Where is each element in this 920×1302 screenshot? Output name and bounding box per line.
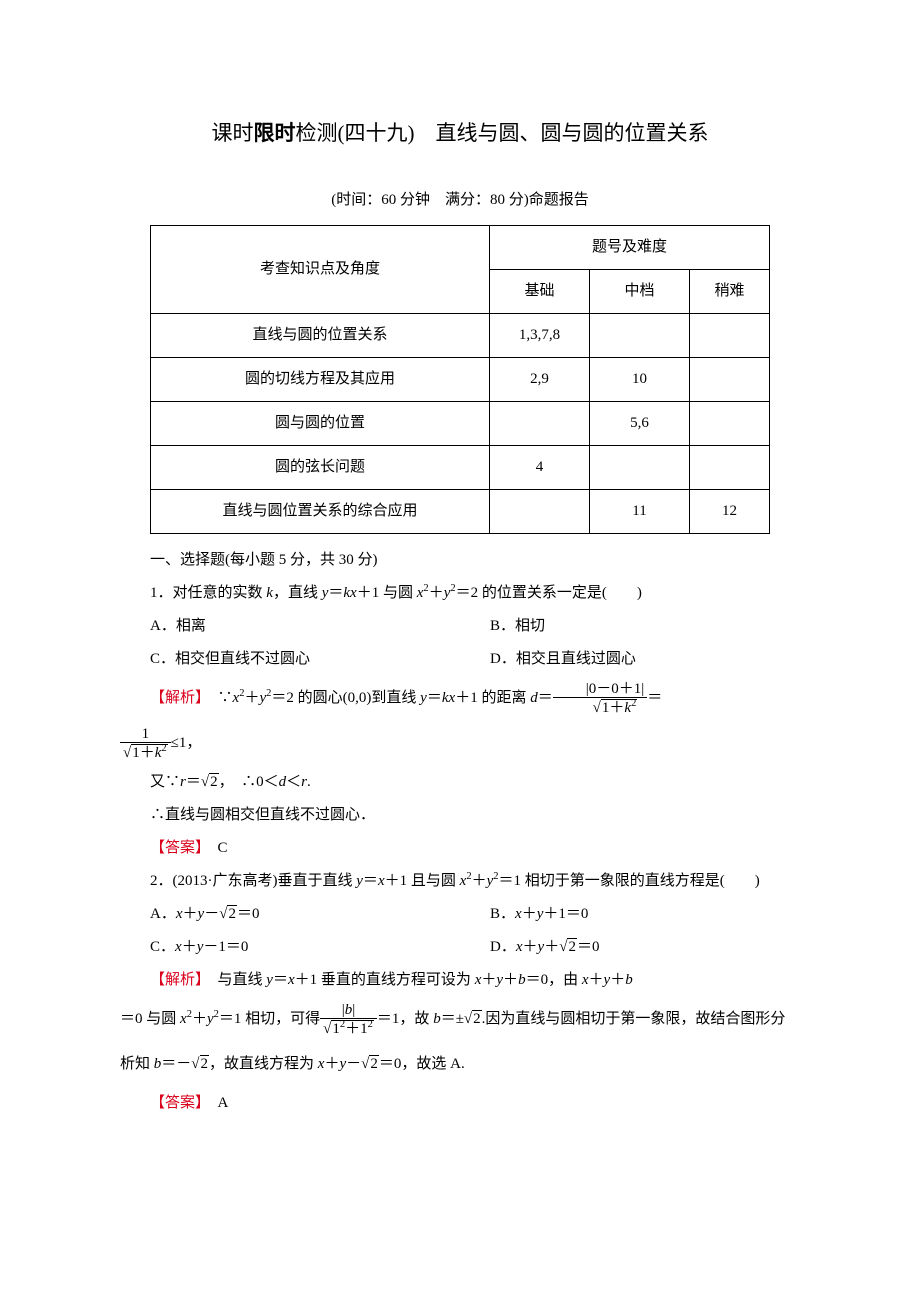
q1-analysis-line3: 又∵r＝√2， ∴0＜d＜r. bbox=[120, 766, 800, 799]
row-topic: 圆与圆的位置 bbox=[151, 402, 490, 446]
q1-a-l2-post: ≤1， bbox=[171, 735, 202, 751]
table-row: 圆与圆的位置 5,6 bbox=[151, 402, 770, 446]
row-topic: 直线与圆的位置关系 bbox=[151, 314, 490, 358]
row-hard: 12 bbox=[690, 490, 770, 534]
q2-a-t3: ，由 bbox=[548, 972, 582, 988]
section-heading: 一、选择题(每小题 5 分，共 30 分) bbox=[120, 544, 800, 577]
fraction: |b|√12＋12 bbox=[320, 1002, 377, 1038]
q2-options-row2: C．x＋y－1＝0 D．x＋y＋√2＝0 bbox=[120, 931, 800, 964]
row-hard bbox=[690, 446, 770, 490]
title-prefix: 课时 bbox=[212, 121, 254, 145]
row-hard bbox=[690, 402, 770, 446]
row-hard bbox=[690, 314, 770, 358]
col-mid: 中档 bbox=[590, 270, 690, 314]
q1-optD: D．相交且直线过圆心 bbox=[460, 643, 800, 676]
table-row: 圆的切线方程及其应用 2,9 10 bbox=[151, 358, 770, 402]
q2-optD-pre: D． bbox=[490, 939, 516, 955]
col-basic: 基础 bbox=[490, 270, 590, 314]
q1-stem-post: 的位置关系一定是( ) bbox=[478, 585, 642, 601]
answer-label: 【答案】 bbox=[150, 840, 203, 856]
q1-a-l3-pre: 又∵ bbox=[150, 774, 180, 790]
q2-a-l2a: 与圆 bbox=[143, 1011, 181, 1027]
q2-answer: 【答案】 A bbox=[120, 1087, 800, 1120]
analysis-label: 【解析】 bbox=[150, 690, 203, 706]
q2-a-t1: 与直线 bbox=[218, 972, 267, 988]
row-topic: 圆的切线方程及其应用 bbox=[151, 358, 490, 402]
fraction: |0－0＋1|√1＋k2 bbox=[553, 681, 648, 717]
row-topic: 圆的弦长问题 bbox=[151, 446, 490, 490]
fraction: 1√1＋k2 bbox=[120, 726, 171, 762]
q1-a-t2: 的圆心(0,0)到直线 bbox=[294, 690, 420, 706]
q2-optA-pre: A． bbox=[150, 906, 176, 922]
q2-stem-mid: 且与圆 bbox=[407, 873, 460, 889]
q2-a-l2f: ，故选 A. bbox=[401, 1056, 464, 1072]
q2-a-t2: 垂直的直线方程可设为 bbox=[317, 972, 475, 988]
row-basic: 2,9 bbox=[490, 358, 590, 402]
q2-a-l2c: ＝1，故 bbox=[377, 1011, 433, 1027]
page-title: 课时限时检测(四十九) 直线与圆、圆与圆的位置关系 bbox=[120, 110, 800, 156]
row-topic: 直线与圆位置关系的综合应用 bbox=[151, 490, 490, 534]
header-difficulty: 题号及难度 bbox=[490, 226, 770, 270]
q1-optC: C．相交但直线不过圆心 bbox=[120, 643, 460, 676]
q1-stem: 1．对任意的实数 k，直线 y＝kx＋1 与圆 x2＋y2＝2 的位置关系一定是… bbox=[120, 577, 800, 610]
q1-options-row1: A．相离 B．相切 bbox=[120, 610, 800, 643]
q1-optB: B．相切 bbox=[460, 610, 800, 643]
row-mid bbox=[590, 314, 690, 358]
q1-analysis-line4: ∴直线与圆相交但直线不过圆心． bbox=[120, 799, 800, 832]
q1-stem-mid2: 与圆 bbox=[379, 585, 417, 601]
col-hard: 稍难 bbox=[690, 270, 770, 314]
title-bold: 限时 bbox=[254, 121, 296, 145]
q2-optA: A．x＋y－√2＝0 bbox=[120, 898, 460, 931]
row-basic bbox=[490, 402, 590, 446]
q1-options-row2: C．相交但直线不过圆心 D．相交且直线过圆心 bbox=[120, 643, 800, 676]
q2-a-l2b: 相切，可得 bbox=[241, 1011, 320, 1027]
q2-optD: D．x＋y＋√2＝0 bbox=[460, 931, 800, 964]
row-mid: 11 bbox=[590, 490, 690, 534]
table-header-row: 考查知识点及角度 题号及难度 bbox=[151, 226, 770, 270]
q2-stem-post: 相切于第一象限的直线方程是( ) bbox=[521, 873, 760, 889]
q1-a-t1: ∵ bbox=[218, 690, 233, 706]
q1-stem-pre: 1．对任意的实数 bbox=[150, 585, 266, 601]
table-row: 圆的弦长问题 4 bbox=[151, 446, 770, 490]
q2-optB-pre: B． bbox=[490, 906, 515, 922]
q1-a-t3: 的距离 bbox=[478, 690, 531, 706]
row-hard bbox=[690, 358, 770, 402]
q1-a-l3-end: ＜ bbox=[286, 774, 301, 790]
topic-table: 考查知识点及角度 题号及难度 基础 中档 稍难 直线与圆的位置关系 1,3,7,… bbox=[150, 225, 770, 534]
q1-optA: A．相离 bbox=[120, 610, 460, 643]
q2-stem: 2．(2013·广东高考)垂直于直线 y＝x＋1 且与圆 x2＋y2＝1 相切于… bbox=[120, 865, 800, 898]
q2-analysis-line2: ＝0 与圆 x2＋y2＝1 相切，可得|b|√12＋12＝1，故 b＝±√2.因… bbox=[120, 997, 800, 1087]
row-mid: 5,6 bbox=[590, 402, 690, 446]
title-rest: 检测(四十九) 直线与圆、圆与圆的位置关系 bbox=[296, 121, 709, 145]
table-row: 直线与圆的位置关系 1,3,7,8 bbox=[151, 314, 770, 358]
row-mid bbox=[590, 446, 690, 490]
subtitle: (时间：60 分钟 满分：80 分)命题报告 bbox=[120, 184, 800, 217]
q2-a-l2e: ，故直线方程为 bbox=[209, 1056, 318, 1072]
q2-optB: B．x＋y＋1＝0 bbox=[460, 898, 800, 931]
q2-answer-val: A bbox=[218, 1095, 229, 1111]
q2-options-row1: A．x＋y－√2＝0 B．x＋y＋1＝0 bbox=[120, 898, 800, 931]
row-basic bbox=[490, 490, 590, 534]
q2-optC-pre: C． bbox=[150, 939, 175, 955]
q1-answer-val: C bbox=[218, 840, 228, 856]
q1-stem-mid1: ，直线 bbox=[273, 585, 322, 601]
row-mid: 10 bbox=[590, 358, 690, 402]
table-row: 直线与圆位置关系的综合应用 11 12 bbox=[151, 490, 770, 534]
q1-a-l3-post: ， ∴0＜ bbox=[219, 774, 279, 790]
answer-label: 【答案】 bbox=[150, 1095, 203, 1111]
q1-analysis-line2: 1√1＋k2≤1， bbox=[120, 721, 800, 766]
header-topic: 考查知识点及角度 bbox=[151, 226, 490, 314]
row-basic: 4 bbox=[490, 446, 590, 490]
row-basic: 1,3,7,8 bbox=[490, 314, 590, 358]
q1-answer: 【答案】 C bbox=[120, 832, 800, 865]
analysis-label: 【解析】 bbox=[150, 972, 203, 988]
q2-stem-pre: 2．(2013·广东高考)垂直于直线 bbox=[150, 873, 356, 889]
q2-optC: C．x＋y－1＝0 bbox=[120, 931, 460, 964]
q2-analysis-line1: 【解析】 与直线 y＝x＋1 垂直的直线方程可设为 x＋y＋b＝0，由 x＋y＋… bbox=[120, 964, 800, 997]
q1-analysis-line1: 【解析】 ∵x2＋y2＝2 的圆心(0,0)到直线 y＝kx＋1 的距离 d＝|… bbox=[120, 676, 800, 721]
